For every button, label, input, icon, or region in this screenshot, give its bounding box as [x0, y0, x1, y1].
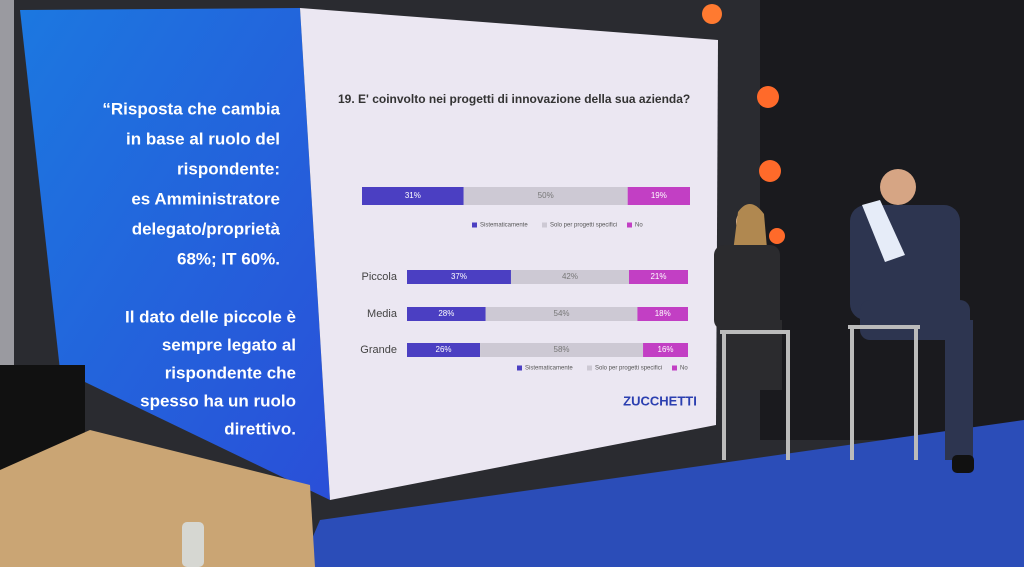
- value-label: 31%: [405, 191, 421, 200]
- legend-swatch: [627, 222, 632, 228]
- truss: [0, 0, 14, 400]
- logo: ZUCCHETTI: [623, 393, 697, 408]
- legend-label: Sistematicamente: [480, 223, 528, 229]
- bottle: [182, 522, 204, 567]
- quote-line: in base al ruolo del: [126, 129, 280, 148]
- legend-swatch: [517, 365, 522, 371]
- value-label: 37%: [451, 272, 467, 281]
- value-label: 54%: [554, 309, 570, 318]
- legend-swatch: [672, 365, 677, 371]
- bar-segment: [643, 343, 688, 357]
- person-man: [848, 169, 974, 473]
- bar-segment: [407, 270, 511, 284]
- legend-swatch: [542, 222, 547, 228]
- legend-label: Sistematicamente: [525, 366, 573, 372]
- chart-title: 19. E' coinvolto nei progetti di innovaz…: [338, 92, 690, 106]
- bar-segment: [628, 270, 688, 284]
- left-panel: [20, 8, 330, 500]
- value-label: 50%: [538, 191, 554, 200]
- value-label: 28%: [438, 309, 454, 318]
- quote-line: es Amministratore: [131, 189, 280, 208]
- legend-label: No: [635, 223, 643, 229]
- quote-line: “Risposta che cambia: [102, 99, 280, 118]
- quote-line: rispondente:: [177, 159, 280, 178]
- value-label: 16%: [658, 345, 674, 354]
- spotlight: [759, 160, 781, 182]
- bar-segment: [362, 187, 464, 205]
- spotlight: [702, 4, 722, 24]
- legend-label: Solo per progetti specifici: [595, 366, 662, 372]
- note-line: sempre legato al: [162, 335, 296, 354]
- category-label: Media: [367, 308, 398, 320]
- note-line: spesso ha un ruolo: [140, 391, 296, 410]
- stage-floor: [300, 420, 1024, 567]
- legend-swatch: [587, 365, 592, 371]
- bar-segment: [627, 187, 690, 205]
- note-line: rispondente che: [165, 363, 296, 382]
- person-woman: [714, 203, 790, 460]
- bar-segment: [510, 270, 629, 284]
- value-label: 42%: [562, 272, 578, 281]
- legend-label: Solo per progetti specifici: [550, 223, 617, 229]
- bar-segment: [407, 343, 481, 357]
- legend-label: No: [680, 366, 688, 372]
- quote-line: delegato/proprietà: [132, 219, 281, 238]
- note-line: direttivo.: [224, 419, 296, 438]
- value-label: 18%: [655, 309, 671, 318]
- quote-line: 68%; IT 60%.: [177, 249, 280, 268]
- legend-swatch: [472, 222, 477, 228]
- value-label: 58%: [554, 345, 570, 354]
- bar-segment: [463, 187, 628, 205]
- slide: [300, 8, 718, 500]
- spotlight: [757, 86, 779, 108]
- value-label: 19%: [651, 191, 667, 200]
- bar-segment: [485, 307, 638, 321]
- value-label: 21%: [650, 272, 666, 281]
- note-line: Il dato delle piccole è: [125, 307, 296, 326]
- lectern: [0, 430, 315, 567]
- bar-segment: [480, 343, 644, 357]
- value-label: 26%: [436, 345, 452, 354]
- bar-segment: [637, 307, 688, 321]
- category-label: Grande: [360, 344, 397, 356]
- bar-segment: [407, 307, 486, 321]
- category-label: Piccola: [362, 271, 398, 283]
- spotlight: [769, 228, 785, 244]
